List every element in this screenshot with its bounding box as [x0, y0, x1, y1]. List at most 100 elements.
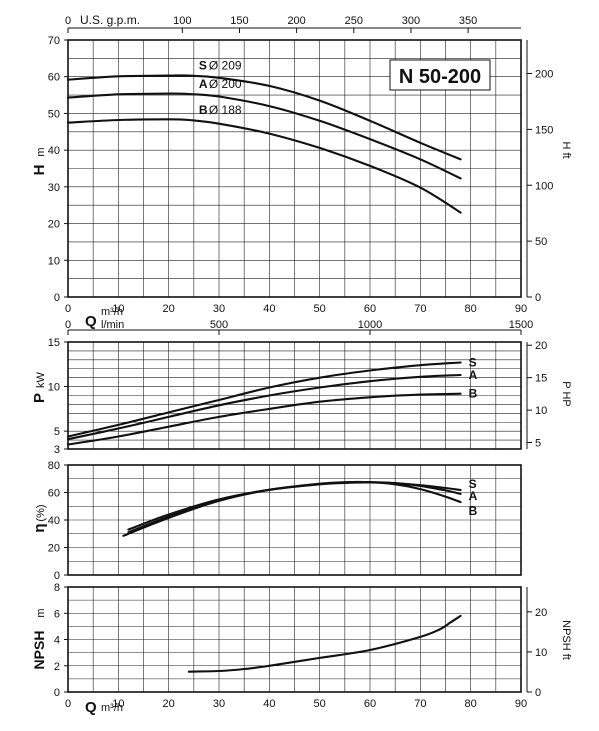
efficiency-ytick: 60 [48, 488, 60, 500]
head-ylabel: H [31, 165, 48, 176]
gpm-tick: 150 [230, 15, 248, 27]
head-xtick: 90 [515, 303, 527, 315]
npsh-ytick: 0 [54, 687, 60, 699]
efficiency-ytick: 40 [48, 515, 60, 527]
head-ytick: 50 [48, 108, 60, 120]
gpm-tick: 250 [345, 15, 363, 27]
head-ytick: 10 [48, 255, 60, 267]
efficiency-ytick: 80 [48, 460, 60, 472]
head-xlabel-unit2: l/min [101, 319, 124, 331]
head-ytick: 0 [54, 292, 60, 304]
power-series-label-b: B [469, 387, 478, 401]
head-ytick: 40 [48, 145, 60, 157]
npsh-xtick: 40 [263, 698, 275, 710]
npsh-xtick: 90 [515, 698, 527, 710]
head-curve-b [66, 118, 462, 214]
power-ytick: 10 [48, 382, 60, 394]
grid-layer [64, 27, 532, 693]
head-series-label-a: A [199, 77, 208, 91]
head-ytick: 30 [48, 182, 60, 194]
gpm-tick: 100 [173, 15, 191, 27]
npsh-xtick: 20 [163, 698, 175, 710]
head-ylabel-unit: m [35, 147, 47, 156]
npsh-ytick: 2 [54, 661, 60, 673]
efficiency-series-label-a: A [469, 489, 478, 503]
power-series-label-a: A [469, 368, 478, 382]
head-curve-a [66, 92, 462, 180]
head-series-diameter-s: Ø 209 [209, 59, 242, 73]
head-y2tick: 50 [535, 236, 547, 248]
npsh-xtick: 50 [314, 698, 326, 710]
head-frame [67, 39, 522, 298]
npsh-xlabel: Q [85, 699, 97, 716]
lmin-tick: 1500 [509, 319, 533, 331]
gpm-tick: 0 [65, 15, 71, 27]
head-y2tick: 200 [535, 69, 553, 81]
power-ytick: 15 [48, 337, 60, 349]
npsh-y2tick: 20 [535, 607, 547, 619]
efficiency-series-label-b: B [469, 504, 478, 518]
head-xtick: 70 [414, 303, 426, 315]
head-series-diameter-a: Ø 200 [209, 77, 242, 91]
head-series-label-s: S [199, 59, 207, 73]
power-ytick: 5 [54, 426, 60, 438]
head-series-diameter-b: Ø 188 [209, 103, 242, 117]
head-xtick: 60 [364, 303, 376, 315]
head-xtick: 0 [65, 303, 71, 315]
power-y2tick: 20 [535, 340, 547, 352]
head-y2tick: 150 [535, 124, 553, 136]
npsh-ylabel: NPSH [31, 631, 47, 670]
efficiency-ytick: 20 [48, 543, 60, 555]
model-title-box [389, 59, 491, 91]
efficiency-series-label-s: S [469, 477, 477, 491]
npsh-xtick: 10 [112, 698, 124, 710]
lmin-tick: 1000 [358, 319, 382, 331]
npsh-xtick: 0 [65, 698, 71, 710]
power-y2tick: 10 [535, 405, 547, 417]
head-y2label: H ft [560, 141, 572, 158]
head-xtick: 50 [314, 303, 326, 315]
top-axis-label: U.S. g.p.m. [80, 13, 140, 27]
power-series-label-s: S [469, 356, 477, 370]
lmin-tick: 0 [65, 319, 71, 331]
head-xtick: 20 [163, 303, 175, 315]
head-y2tick: 0 [535, 292, 541, 304]
npsh-xtick: 60 [364, 698, 376, 710]
head-ytick: 70 [48, 35, 60, 47]
power-ytick: 3 [54, 444, 60, 456]
npsh-xtick: 70 [414, 698, 426, 710]
npsh-ytick: 4 [54, 635, 60, 647]
head-ytick: 60 [48, 72, 60, 84]
efficiency-curve-b [122, 480, 462, 537]
model-title: N 50-200 [399, 66, 481, 88]
power-y2label: P HP [560, 381, 572, 406]
efficiency-ylabel: η [31, 523, 48, 532]
head-xtick: 10 [112, 303, 124, 315]
gpm-tick: 350 [459, 15, 477, 27]
head-xtick: 40 [263, 303, 275, 315]
npsh-xtick: 30 [213, 698, 225, 710]
npsh-y2tick: 10 [535, 647, 547, 659]
head-y2tick: 100 [535, 180, 553, 192]
head-xtick: 30 [213, 303, 225, 315]
power-curve-a [66, 373, 462, 441]
power-ylabel: P [31, 393, 48, 403]
npsh-y2tick: 0 [535, 687, 541, 699]
head-xlabel-unit1: m³/h [101, 306, 123, 318]
power-curve-b [66, 392, 462, 446]
npsh-ylabel-unit: m [35, 608, 47, 617]
npsh-xlabel-unit: m³/h [101, 702, 123, 714]
npsh-curve-npsh [187, 614, 462, 673]
npsh-ytick: 6 [54, 608, 60, 620]
lmin-tick: 500 [210, 319, 228, 331]
head-xtick: 80 [465, 303, 477, 315]
curve-layer [66, 74, 462, 673]
head-xlabel: Q [85, 313, 97, 330]
efficiency-ylabel-unit: (%) [35, 504, 47, 521]
gpm-tick: 200 [287, 15, 305, 27]
head-series-label-b: B [199, 103, 208, 117]
npsh-ytick: 8 [54, 582, 60, 594]
power-y2tick: 5 [535, 438, 541, 450]
